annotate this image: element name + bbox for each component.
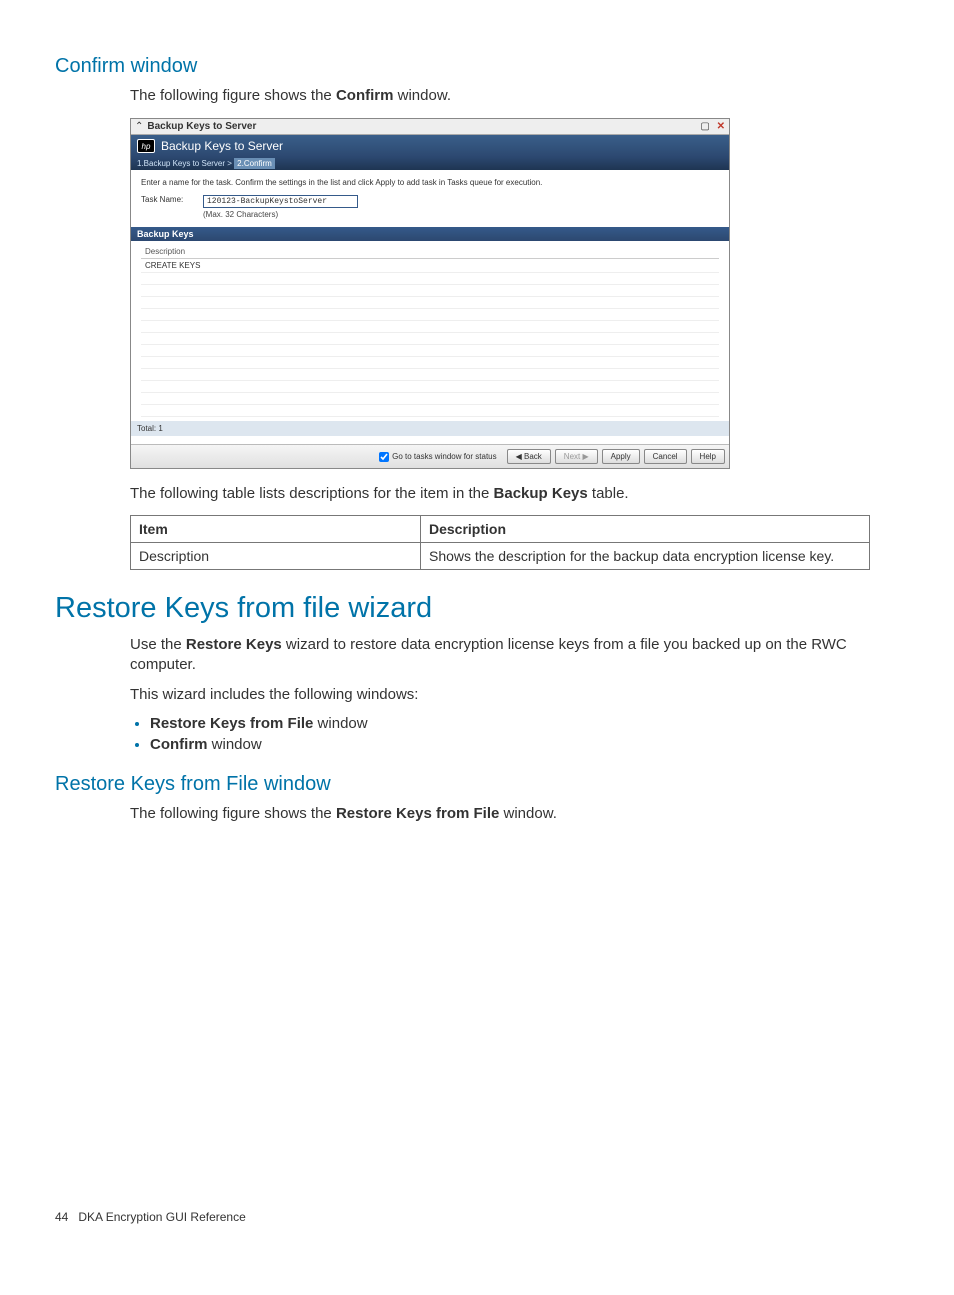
text: window. [393,87,451,104]
text-bold: Confirm [336,87,394,104]
dialog-titlebar: ⌃ Backup Keys to Server ▢ ✕ [131,119,729,135]
backup-keys-section-header: Backup Keys [131,227,729,241]
cell-create-keys: CREATE KEYS [141,259,430,273]
task-name-hint: (Max. 32 Characters) [203,210,358,219]
list-item: Confirm window [150,736,899,753]
dialog-footer: Go to tasks window for status ◀ Back Nex… [131,444,729,468]
text: The following table lists descriptions f… [130,485,494,502]
restore-p2: This wizard includes the following windo… [130,685,899,705]
window-title: Backup Keys to Server [147,121,696,132]
task-name-label: Task Name: [141,195,203,204]
td-item: Description [131,542,421,569]
heading-restore-wizard: Restore Keys from file wizard [55,592,899,625]
task-name-row: Task Name: 120123-BackupKeystoServer (Ma… [141,195,719,219]
help-button[interactable]: Help [691,449,725,464]
maximize-icon[interactable]: ▢ [700,121,709,132]
text: Use the [130,636,186,653]
collapse-icon[interactable]: ⌃ [135,121,143,132]
description-table: Item Description Description Shows the d… [130,515,870,570]
page-number: 44 [55,1210,68,1224]
hp-logo-icon: hp [137,139,155,153]
footer-label: DKA Encryption GUI Reference [78,1210,245,1224]
next-button: Next ▶ [555,449,598,464]
breadcrumb: 1.Backup Keys to Server > 2.Confirm [131,157,729,170]
text-bold: Restore Keys [186,636,282,653]
back-button[interactable]: ◀ Back [507,449,551,464]
text-bold: Restore Keys from File [150,715,313,732]
heading-restore-file-window: Restore Keys from File window [55,773,899,796]
td-desc: Shows the description for the backup dat… [421,542,870,569]
text: window [313,715,367,732]
task-name-input[interactable]: 120123-BackupKeystoServer [203,195,358,208]
window-list: Restore Keys from File window Confirm wi… [150,715,899,753]
window-controls: ▢ ✕ [696,121,725,132]
col-empty [430,245,719,259]
list-item: Restore Keys from File window [150,715,899,732]
dialog-backup-keys: ⌃ Backup Keys to Server ▢ ✕ hp Backup Ke… [130,118,730,469]
close-icon[interactable]: ✕ [717,121,725,132]
go-to-tasks-checkbox[interactable]: Go to tasks window for status [379,452,497,462]
text: table. [588,485,629,502]
text: The following figure shows the [130,805,336,822]
apply-button[interactable]: Apply [602,449,640,464]
dialog-header-title: Backup Keys to Server [161,139,283,153]
intro-text-3: The following figure shows the Restore K… [130,804,899,824]
instruction-text: Enter a name for the task. Confirm the s… [141,178,719,187]
th-description: Description [421,515,870,542]
text-bold: Backup Keys [494,485,588,502]
text-bold: Confirm [150,736,208,753]
dialog-body: Enter a name for the task. Confirm the s… [131,170,729,444]
spacer [55,835,899,1255]
page-footer: 44 DKA Encryption GUI Reference [55,1210,246,1224]
col-description: Description [141,245,430,259]
restore-p1: Use the Restore Keys wizard to restore d… [130,635,899,676]
breadcrumb-step2: 2.Confirm [234,158,275,169]
table-intro-text: The following table lists descriptions f… [130,484,899,504]
breadcrumb-step1[interactable]: 1.Backup Keys to Server > [137,159,232,168]
text-bold: Restore Keys from File [336,805,499,822]
cancel-button[interactable]: Cancel [644,449,687,464]
checkbox-input[interactable] [379,452,389,462]
total-row: Total: 1 [131,421,729,436]
text: window. [499,805,557,822]
heading-confirm-window: Confirm window [55,55,899,78]
backup-keys-table: Description CREATE KEYS [141,245,719,417]
text: window [208,736,262,753]
text: The following figure shows the [130,87,336,104]
checkbox-label: Go to tasks window for status [392,452,497,461]
dialog-header: hp Backup Keys to Server [131,135,729,157]
th-item: Item [131,515,421,542]
intro-text-1: The following figure shows the Confirm w… [130,86,899,106]
